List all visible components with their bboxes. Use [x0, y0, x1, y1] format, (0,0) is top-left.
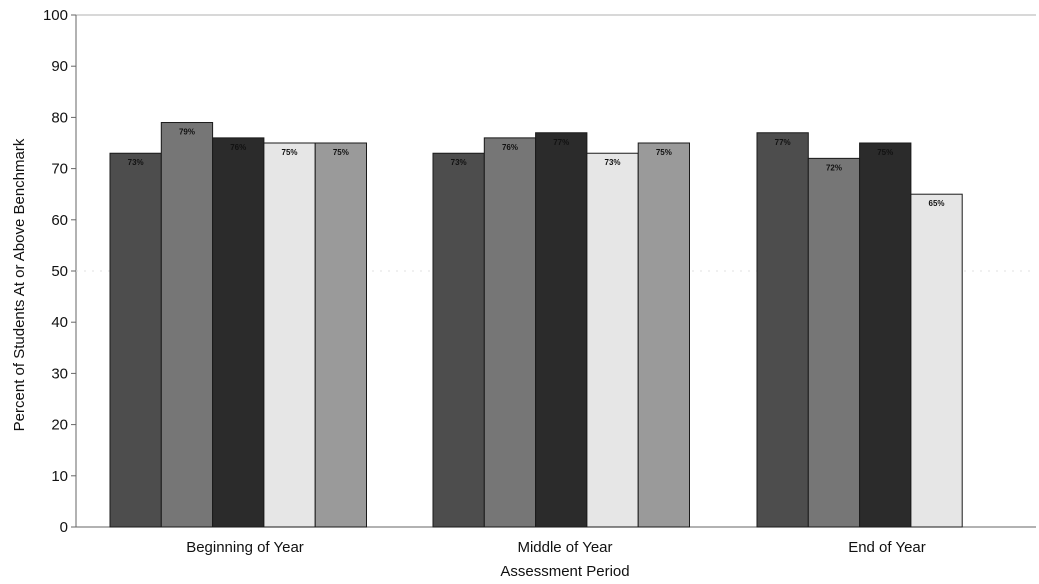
bar-data-label: 77%	[775, 138, 791, 147]
y-tick-label: 0	[60, 519, 68, 536]
bar-data-label: 73%	[128, 158, 144, 167]
y-axis-title: Percent of Students At or Above Benchmar…	[11, 138, 28, 431]
bar-data-label: 75%	[877, 148, 893, 157]
y-tick-label: 90	[51, 58, 68, 75]
bar	[160, 122, 214, 528]
bar	[637, 142, 691, 528]
bar	[859, 142, 912, 528]
y-tick-label: 30	[51, 365, 68, 382]
bar	[586, 152, 639, 528]
bar	[483, 137, 537, 528]
bar	[212, 137, 265, 528]
x-axis: Beginning of Year Middle of Year End of Ye…	[186, 539, 926, 556]
bar-data-label: 72%	[826, 163, 842, 172]
y-tick-label: 100	[43, 7, 68, 24]
bar	[109, 152, 162, 528]
y-tick-label: 20	[51, 417, 68, 434]
y-tick-label: 40	[51, 314, 68, 331]
bar	[807, 157, 861, 528]
y-tick-label: 80	[51, 109, 68, 126]
y-tick-label: 60	[51, 212, 68, 229]
x-category-label: Middle of Year	[517, 539, 612, 556]
bar-data-label: 73%	[451, 158, 467, 167]
bar	[910, 193, 963, 528]
y-tick-label: 50	[51, 263, 68, 280]
bar-data-label: 73%	[605, 158, 621, 167]
bar-data-label: 79%	[179, 128, 195, 137]
y-tick-label: 10	[51, 468, 68, 485]
bar	[756, 132, 809, 528]
x-category-label: Beginning of Year	[186, 539, 304, 556]
bar-data-label: 77%	[553, 138, 569, 147]
bar	[432, 152, 485, 528]
y-axis: 0 10 20 30 40 50 60 70 80 90 100	[43, 7, 76, 536]
y-tick-label: 70	[51, 161, 68, 178]
bar-data-label: 75%	[333, 148, 349, 157]
bar	[314, 142, 368, 528]
bar-series: 73% 79% 76% 75% 75% 73% 76% 77% 73% 75% 77% 72% 75% 6…	[109, 122, 963, 528]
bar-data-label: 75%	[282, 148, 298, 157]
x-axis-title: Assessment Period	[500, 563, 629, 580]
bar-data-label: 76%	[502, 143, 518, 152]
bar-data-label: 75%	[656, 148, 672, 157]
bar	[535, 132, 588, 528]
bar-data-label: 76%	[230, 143, 246, 152]
bar-data-label: 65%	[929, 199, 945, 208]
x-category-label: End of Year	[848, 539, 926, 556]
bar	[263, 142, 316, 528]
